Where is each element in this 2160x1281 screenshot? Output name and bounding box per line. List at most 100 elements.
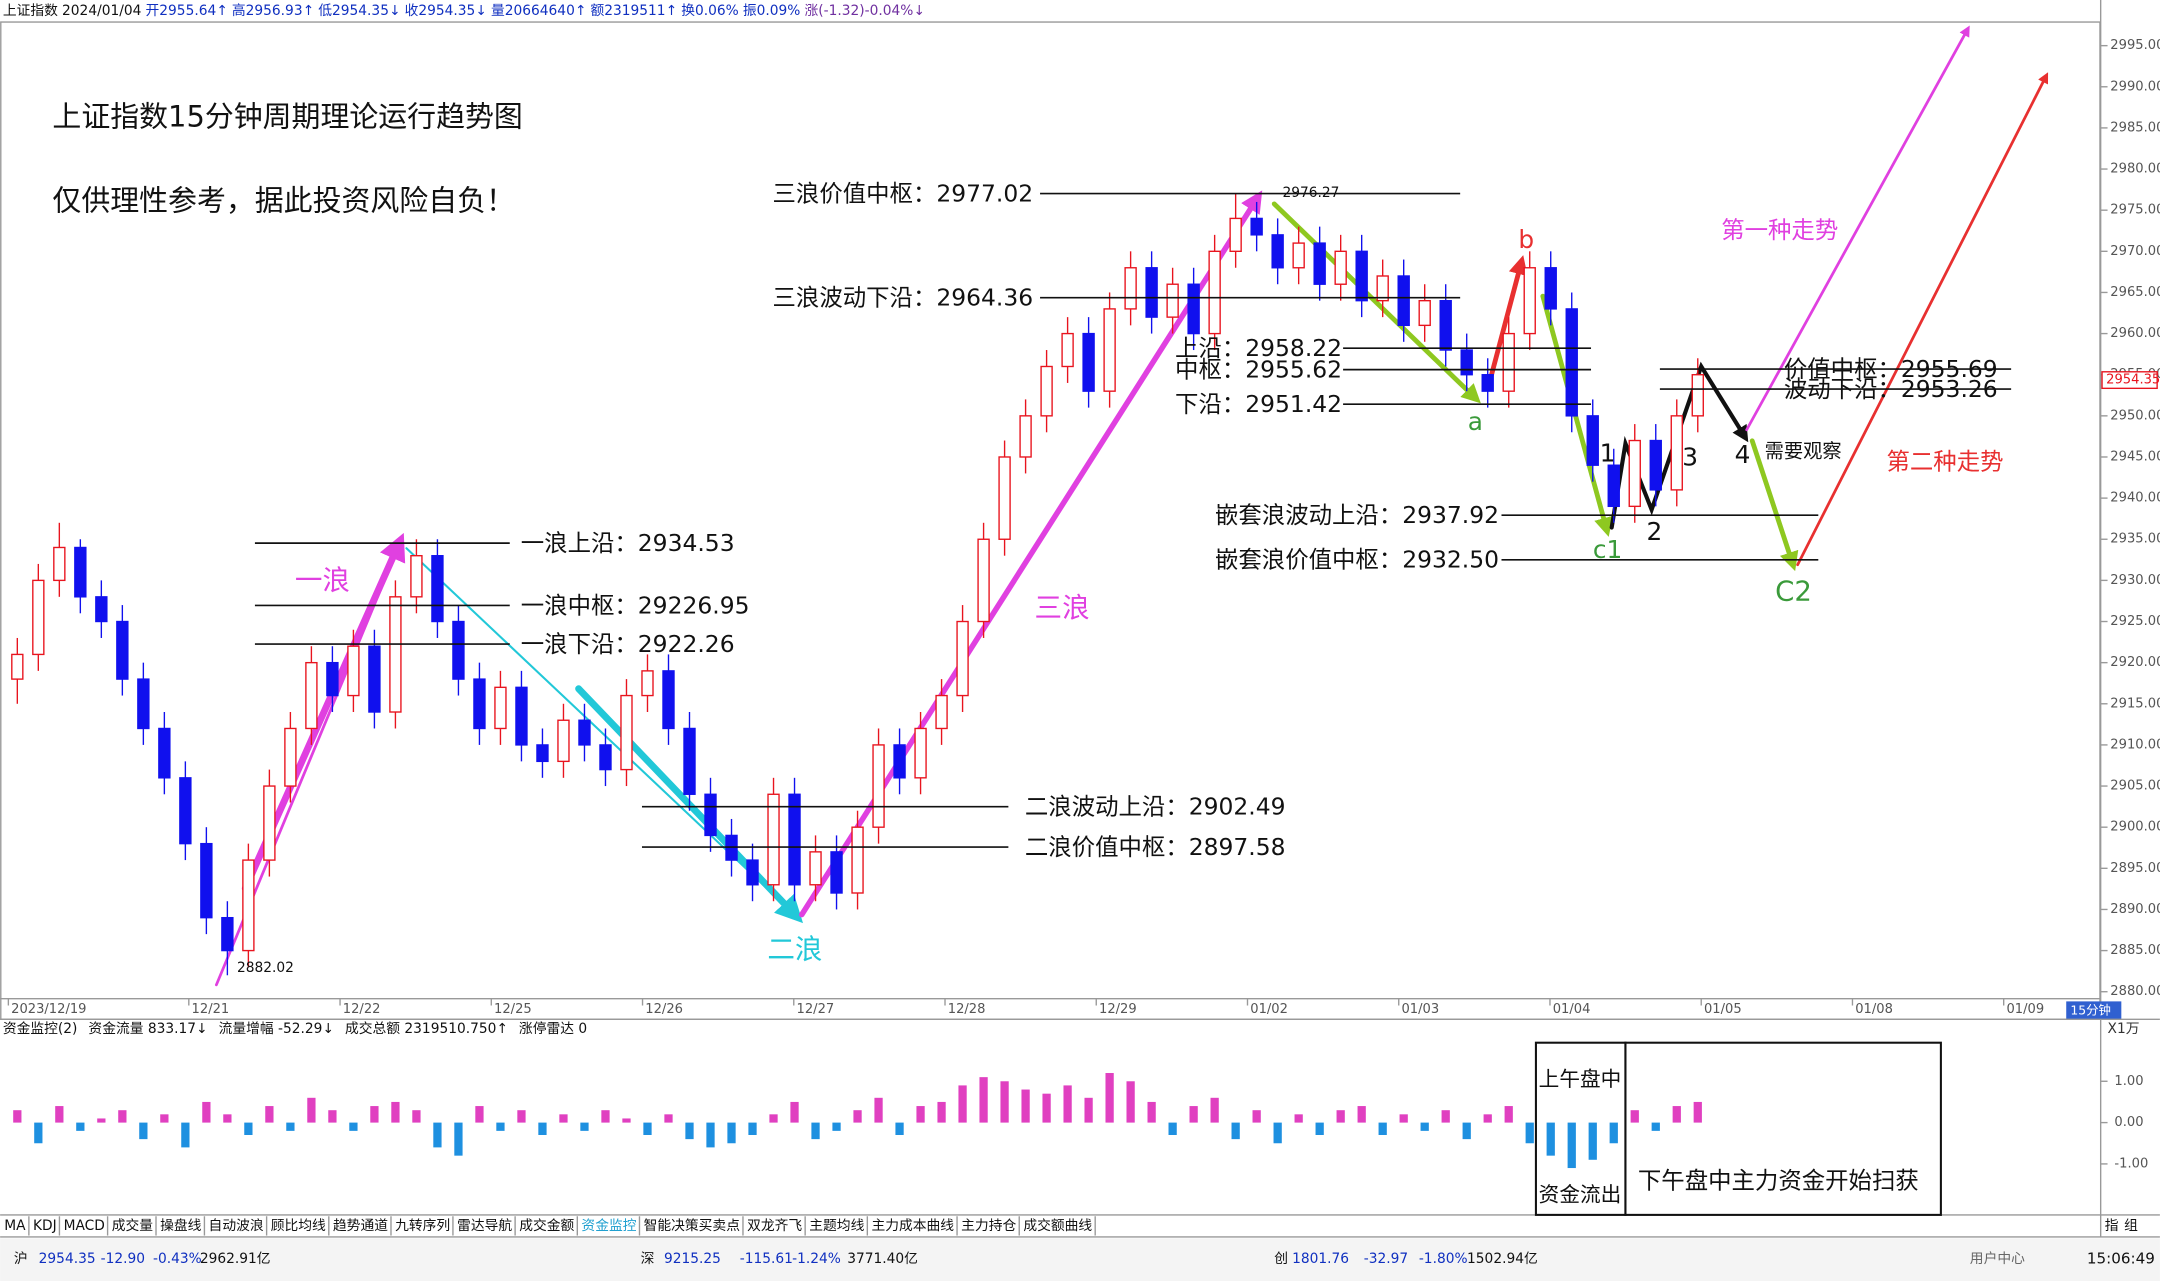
indicator-tab[interactable]: 主力持仓 <box>961 1218 1016 1234</box>
flow-bar <box>34 1122 43 1144</box>
indicator-tab[interactable]: MACD <box>64 1218 105 1234</box>
flow-bar <box>1609 1122 1618 1144</box>
flow-bar <box>1672 1106 1681 1123</box>
flow-bar <box>475 1106 484 1123</box>
status-item: 9215.25 <box>664 1251 721 1267</box>
indicator-tab[interactable]: 智能决策买卖点 <box>644 1217 741 1234</box>
flow-bar <box>202 1101 211 1123</box>
x-tick-label: 12/27 <box>797 1002 835 1017</box>
y-tick-label: 2965.00 <box>2110 285 2160 300</box>
candle-body <box>1586 415 1599 466</box>
indicator-tab[interactable]: 主题均线 <box>809 1218 864 1234</box>
flow-bar <box>643 1122 652 1135</box>
candle-body <box>1208 250 1221 335</box>
flow-bar <box>1483 1114 1492 1123</box>
y-tick-label: 2980.00 <box>2110 162 2160 177</box>
indicator-tab[interactable]: 九转序列 <box>395 1218 450 1234</box>
flow-note: 下午盘中主力资金开始扫获 <box>1638 1166 1919 1194</box>
wave-label: 4 <box>1735 440 1751 469</box>
candle-body <box>1649 439 1662 491</box>
tab-right[interactable]: 组 <box>2124 1218 2138 1234</box>
wave-label: 需要观察 <box>1765 439 1842 462</box>
candle-body <box>851 826 864 894</box>
candle-body <box>11 653 24 680</box>
flow-bar <box>13 1110 22 1123</box>
wave-label: C2 <box>1775 575 1812 607</box>
candle-body <box>452 620 465 680</box>
tab-right[interactable]: 指 <box>2105 1218 2119 1234</box>
level-label: 一浪上沿：2934.53 <box>521 529 735 557</box>
flow-bar <box>1273 1122 1282 1144</box>
x-tick-label: 2023/12/19 <box>11 1002 86 1017</box>
trend-arrows <box>214 25 2049 987</box>
indicator-tab[interactable]: 成交量 <box>112 1217 154 1234</box>
flow-bar <box>1252 1110 1261 1123</box>
y-tick-label: 0.00 <box>2114 1115 2143 1130</box>
flow-bar <box>706 1122 715 1148</box>
candle-body <box>1166 283 1179 318</box>
status-item: 15:06:49 <box>2087 1249 2155 1267</box>
flow-bar <box>958 1085 967 1123</box>
arrow <box>1745 25 1970 432</box>
y-tick-label: 2985.00 <box>2110 120 2160 135</box>
candle-body <box>683 727 696 795</box>
candle-body <box>1607 464 1620 508</box>
x-tick-label: 01/08 <box>1855 1002 1893 1017</box>
wave-label: c1 <box>1593 535 1622 564</box>
indicator-tab[interactable]: MA <box>4 1218 26 1234</box>
candle-body <box>1061 332 1074 368</box>
indicator-tab[interactable]: 雷达导航 <box>457 1218 512 1234</box>
y-tick-label: 2970.00 <box>2110 244 2160 259</box>
indicator-tab[interactable]: 双龙齐飞 <box>747 1218 802 1234</box>
y-tick-label: 2915.00 <box>2110 696 2160 711</box>
status-item: 2962.91亿 <box>200 1251 271 1267</box>
indicator-tab[interactable]: 顾比均线 <box>271 1218 326 1234</box>
extreme-label: 2882.02 <box>237 960 294 976</box>
indicator-tab[interactable]: 主力成本曲线 <box>871 1218 954 1234</box>
candle-body <box>1481 374 1494 392</box>
indicator-tab[interactable]: 操盘线 <box>160 1217 202 1234</box>
y-tick-label: 2895.00 <box>2110 861 2160 876</box>
candle-body <box>179 777 192 845</box>
candle-body <box>1355 250 1368 302</box>
flow-bar <box>244 1122 253 1135</box>
indicator-tab[interactable]: 成交金额 <box>519 1217 574 1234</box>
y-tick-label: 2975.00 <box>2110 203 2160 218</box>
candle-body <box>1544 267 1557 310</box>
status-item[interactable]: 用户中心 <box>1970 1250 2025 1267</box>
candle-body <box>1628 439 1641 508</box>
candle-body <box>935 694 948 730</box>
y-tick-label: 2945.00 <box>2110 449 2160 464</box>
status-item: -1.24% <box>792 1251 841 1267</box>
flow-bar <box>307 1097 316 1123</box>
flow-bar <box>769 1114 778 1123</box>
candle-body <box>662 670 675 730</box>
arrow <box>1271 201 1481 404</box>
candle-body <box>809 851 822 886</box>
indicator-tab[interactable]: 趋势通道 <box>333 1218 388 1234</box>
period-box <box>2066 1001 2122 1020</box>
y-tick-label: 2880.00 <box>2110 984 2160 999</box>
x-tick-label: 01/05 <box>1704 1002 1742 1017</box>
flow-bar <box>832 1122 841 1131</box>
level-label: 嵌套浪波动上沿：2937.92 <box>1215 501 1499 529</box>
last-price-box <box>2101 371 2158 390</box>
x-tick-label: 12/29 <box>1099 1002 1137 1017</box>
flow-note: 上午盘中 <box>1539 1067 1622 1091</box>
indicator-tab[interactable]: KDJ <box>33 1218 57 1234</box>
indicator-tab[interactable]: 资金监控 <box>581 1218 636 1234</box>
arrow <box>575 685 804 924</box>
candle-body <box>347 645 360 697</box>
flow-bar <box>559 1114 568 1123</box>
candle-body <box>242 859 255 952</box>
header-item: 2024/01/04 <box>62 3 141 19</box>
header-item: 收2954.35↓ <box>405 3 487 19</box>
indicator-tab[interactable]: 自动波浪 <box>209 1218 264 1234</box>
wave-label: 三浪 <box>1035 592 1090 624</box>
wave-label: 二浪 <box>767 933 822 965</box>
flow-bar <box>160 1114 169 1123</box>
candle-body <box>389 596 402 713</box>
y-tick-label: 2995.00 <box>2110 38 2160 53</box>
flow-bar <box>328 1110 337 1123</box>
indicator-tab[interactable]: 成交额曲线 <box>1023 1217 1092 1234</box>
